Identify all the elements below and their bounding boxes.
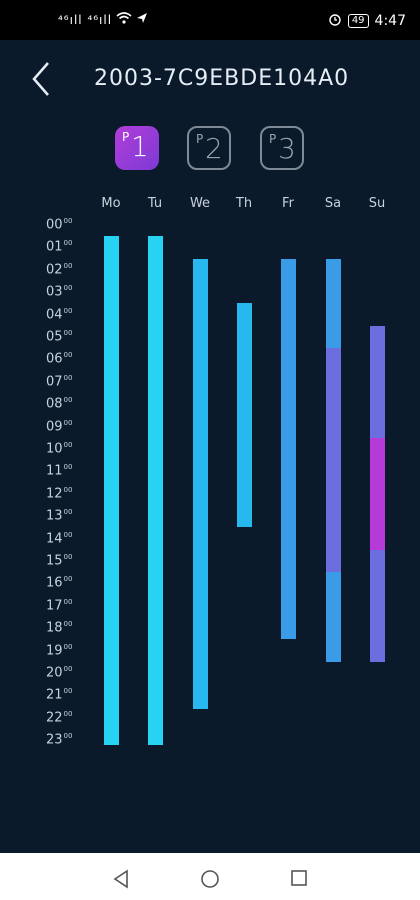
schedule-bar-su-2[interactable]: [370, 549, 385, 662]
day-label-mo: Mo: [101, 196, 121, 211]
clock-time: 4:47: [374, 13, 406, 29]
schedule-bar-tu-0[interactable]: [148, 236, 163, 745]
signal-indicators: ⁴⁶ıll ⁴⁶ıll: [58, 12, 148, 28]
status-right: 49 4:47: [328, 12, 406, 30]
time-label-01: 0100: [46, 239, 73, 255]
time-label-09: 0900: [46, 418, 73, 434]
time-label-03: 0300: [46, 284, 73, 300]
wifi-icon: [116, 12, 132, 28]
schedule-bar-sa-1[interactable]: [326, 348, 341, 573]
time-label-21: 2100: [46, 687, 73, 703]
time-label-13: 1300: [46, 508, 73, 524]
schedule-bar-we-0[interactable]: [193, 258, 208, 709]
program-3-prefix: P: [269, 132, 277, 146]
program-2-prefix: P: [196, 132, 204, 146]
time-label-19: 1900: [46, 642, 73, 658]
time-label-04: 0400: [46, 306, 73, 322]
time-label-12: 1200: [46, 485, 73, 502]
battery-icon: 49: [347, 14, 369, 28]
day-label-th: Th: [235, 196, 253, 211]
nav-back-icon[interactable]: [112, 869, 130, 889]
time-label-06: 0600: [46, 351, 73, 367]
back-button[interactable]: [28, 60, 60, 98]
nav-home-icon[interactable]: [200, 869, 220, 889]
schedule-bar-th-0[interactable]: [237, 303, 252, 528]
chevron-left-icon: [32, 62, 49, 96]
system-nav-bar: [0, 853, 420, 900]
alarm-icon: [328, 12, 342, 30]
location-arrow-icon: [136, 12, 148, 28]
program-3-number: 3: [278, 132, 296, 165]
header: 2003-7C9EBDE104A0: [0, 40, 420, 120]
program-1-button[interactable]: P 1: [115, 126, 159, 170]
schedule-bar-su-1[interactable]: [370, 437, 385, 550]
signal-icon: ⁴⁶ıll ⁴⁶ıll: [58, 13, 113, 27]
day-label-we: We: [189, 196, 211, 211]
time-label-10: 1000: [46, 441, 73, 457]
status-bar: ⁴⁶ıll ⁴⁶ıll 49 4:47: [0, 0, 420, 40]
day-label-su: Su: [368, 196, 386, 211]
time-label-15: 1500: [46, 553, 73, 569]
program-2-button[interactable]: P 2: [187, 126, 231, 170]
schedule-bar-mo-0[interactable]: [104, 236, 119, 745]
program-1-prefix: P: [122, 130, 130, 144]
schedule-bar-sa-2[interactable]: [326, 572, 341, 662]
schedule-bar-su-0[interactable]: [370, 325, 385, 438]
time-label-14: 1400: [46, 530, 73, 546]
page-title: 2003-7C9EBDE104A0: [94, 66, 350, 91]
program-3-button[interactable]: P 3: [260, 126, 304, 170]
program-1-number: 1: [131, 130, 149, 163]
day-label-tu: Tu: [147, 196, 163, 211]
program-2-number: 2: [205, 132, 223, 165]
time-label-07: 0700: [46, 373, 73, 390]
nav-recents-icon[interactable]: [290, 869, 308, 887]
time-label-11: 1100: [46, 463, 73, 479]
time-label-05: 0500: [46, 329, 73, 345]
time-label-16: 1600: [46, 575, 73, 591]
time-label-17: 1700: [46, 597, 73, 614]
day-label-sa: Sa: [324, 196, 342, 211]
time-label-00: 0000: [46, 217, 73, 233]
day-label-fr: Fr: [282, 196, 294, 211]
time-label-23: 2300: [46, 732, 73, 748]
time-label-20: 2000: [46, 665, 73, 681]
time-label-18: 1800: [46, 620, 73, 636]
time-label-08: 0800: [46, 396, 73, 412]
time-label-02: 0200: [46, 261, 73, 278]
time-label-22: 2200: [46, 709, 73, 726]
schedule-bar-sa-0[interactable]: [326, 258, 341, 349]
schedule-bar-fr-0[interactable]: [281, 258, 296, 640]
